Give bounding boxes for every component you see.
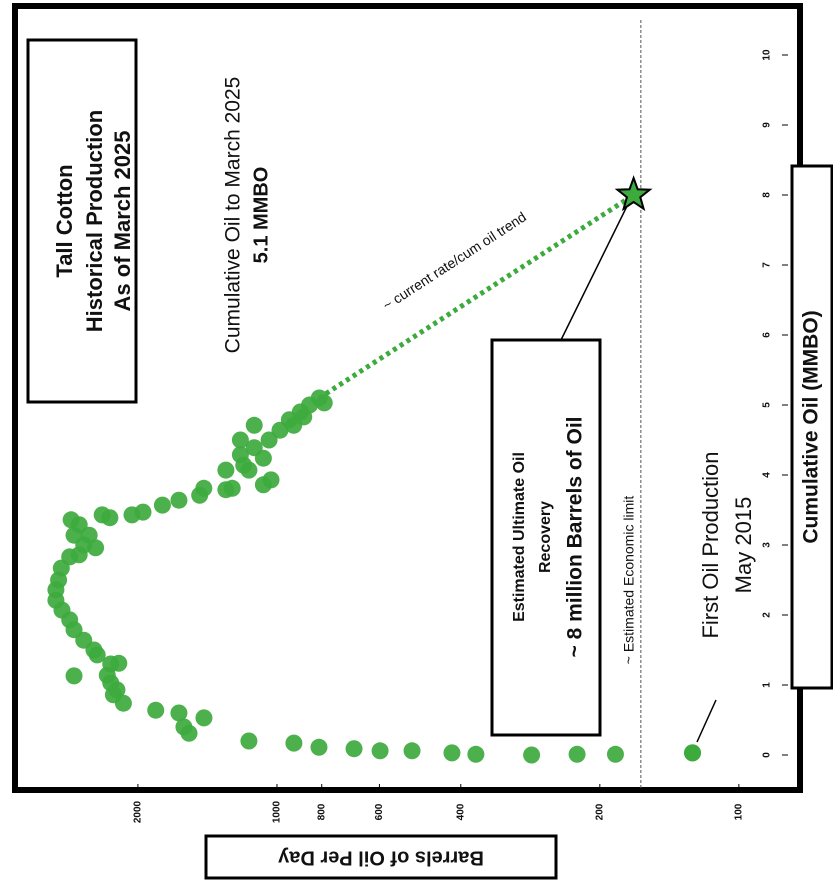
data-point [170,491,188,509]
data-point [62,511,80,529]
y-tick-label: 100 [734,803,745,820]
trend-line [317,192,635,401]
data-point [101,509,119,527]
x-label-box [790,164,833,690]
x-tick-label: 8 [762,192,773,198]
annotation: 5.1 MMBO [250,167,272,264]
y-axis-label: Barrels of Oil Per Day [277,847,484,869]
data-point [217,461,235,479]
data-point [254,449,272,467]
data-point [231,446,249,464]
x-tick-label: 1 [762,682,773,688]
data-point [240,461,258,479]
x-tick-label: 7 [762,262,773,268]
data-point [170,704,188,722]
x-tick-label: 5 [762,402,773,408]
data-point [65,526,83,544]
x-tick-label: 4 [762,472,773,478]
eur-text: ~ 8 million Barrels of Oil [564,417,587,658]
data-point [245,416,263,434]
first-production-point [684,744,702,762]
first-production-text: First Oil Production [698,451,723,638]
data-point [295,408,313,426]
x-tick-label: 6 [762,332,773,338]
y-tick-label: 600 [374,803,385,820]
data-point [568,745,586,763]
chart-title: As of March 2025 [110,131,135,312]
data-point [443,744,461,762]
data-point [240,732,258,750]
annotation: Cumulative Oil to March 2025 [222,77,245,354]
eur-star [614,175,653,212]
y-tick-label: 2000 [133,800,144,823]
y-tick-label: 1000 [272,800,283,823]
y-tick-label: 800 [316,803,327,820]
data-point [403,742,421,760]
trend-label: ~ current rate/cum oil trend [380,209,529,314]
data-point [104,686,122,704]
data-point [523,746,541,764]
data-point [260,431,278,449]
economic-limit-label: ~ Estimated Economic limit [621,496,637,665]
x-tick-label: 10 [762,49,773,61]
data-point [87,539,105,557]
title-box [26,38,138,404]
connector [559,195,633,343]
data-point [310,738,328,756]
data-point [606,745,624,763]
connector [696,699,717,743]
x-axis-label: Cumulative Oil (MMBO) [800,310,823,543]
y-tick-label: 400 [455,803,466,820]
data-point [134,503,152,521]
first-production-text: May 2015 [731,497,756,594]
x-tick-label: 0 [762,752,773,758]
data-point [195,479,213,497]
data-point [147,701,165,719]
eur-text: Estimated Ultimate Oil [511,452,528,622]
x-tick-label: 2 [762,612,773,618]
data-point [223,479,241,497]
eur-text: Recovery [537,501,554,573]
data-point [345,740,363,758]
x-tick-label: 3 [762,542,773,548]
y-tick-label: 200 [594,803,605,820]
data-point [285,734,303,752]
chart-title: Tall Cotton [52,164,77,277]
data-point [315,394,333,412]
data-point [65,667,83,685]
data-point [262,471,280,489]
chart-title: Historical Production [82,110,107,332]
data-point [371,742,389,760]
data-point [180,724,198,742]
x-tick-label: 9 [762,122,773,128]
data-point [110,654,128,672]
data-point [195,709,213,727]
data-point [153,496,171,514]
y-label-box [204,834,558,880]
data-point [467,745,485,763]
data-point [231,431,249,449]
eur-box [490,338,602,737]
